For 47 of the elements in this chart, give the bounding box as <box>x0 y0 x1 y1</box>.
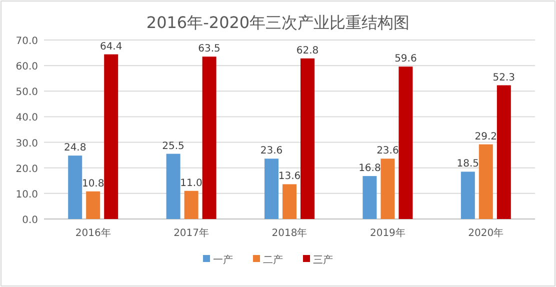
y-tick-label: 70.0 <box>16 36 38 47</box>
data-label: 11.0 <box>180 178 202 189</box>
bar <box>380 158 395 219</box>
y-tick-label: 40.0 <box>16 112 38 124</box>
legend-label: 三产 <box>313 254 333 266</box>
data-label: 25.5 <box>162 140 184 152</box>
bar <box>202 56 216 219</box>
data-label: 23.6 <box>260 146 283 157</box>
bar <box>362 176 377 219</box>
y-tick-label: 30.0 <box>16 138 38 150</box>
bar <box>496 85 511 219</box>
bar <box>86 191 100 219</box>
x-tick-label: 2019年 <box>370 227 406 239</box>
data-label: 24.8 <box>64 142 86 154</box>
data-label: 63.5 <box>198 44 220 55</box>
bar <box>68 156 82 219</box>
data-label: 18.5 <box>456 158 480 170</box>
bar <box>398 66 413 219</box>
bar <box>300 58 314 219</box>
bar <box>104 54 118 219</box>
x-tick-label: 2016年 <box>75 227 111 239</box>
data-label: 64.4 <box>100 41 122 52</box>
legend-label: 二产 <box>263 254 283 266</box>
data-label: 59.6 <box>394 54 417 65</box>
y-tick-label: 0.0 <box>22 215 38 226</box>
y-tick-label: 60.0 <box>16 62 38 73</box>
data-label: 16.8 <box>358 163 381 174</box>
y-tick-label: 10.0 <box>16 189 38 200</box>
bar <box>166 154 180 219</box>
y-tick-label: 50.0 <box>16 87 38 98</box>
data-label: 23.6 <box>376 146 399 157</box>
x-tick-label: 2018年 <box>272 227 308 239</box>
bar <box>478 144 493 219</box>
legend-label: 一产 <box>213 254 233 266</box>
bar <box>282 184 296 219</box>
data-label: 62.8 <box>296 45 319 56</box>
bar <box>264 158 278 219</box>
data-label: 52.3 <box>492 72 516 84</box>
x-tick-label: 2020年 <box>468 227 504 239</box>
data-label: 13.6 <box>278 171 301 182</box>
chart-title: 2016年-2020年三次产业比重结构图 <box>146 13 410 32</box>
bar <box>184 190 198 219</box>
data-label: 29.2 <box>474 131 498 142</box>
y-tick-label: 20.0 <box>16 164 38 175</box>
data-label: 10.8 <box>82 178 104 190</box>
bar <box>460 172 475 219</box>
x-tick-label: 2017年 <box>174 227 210 239</box>
